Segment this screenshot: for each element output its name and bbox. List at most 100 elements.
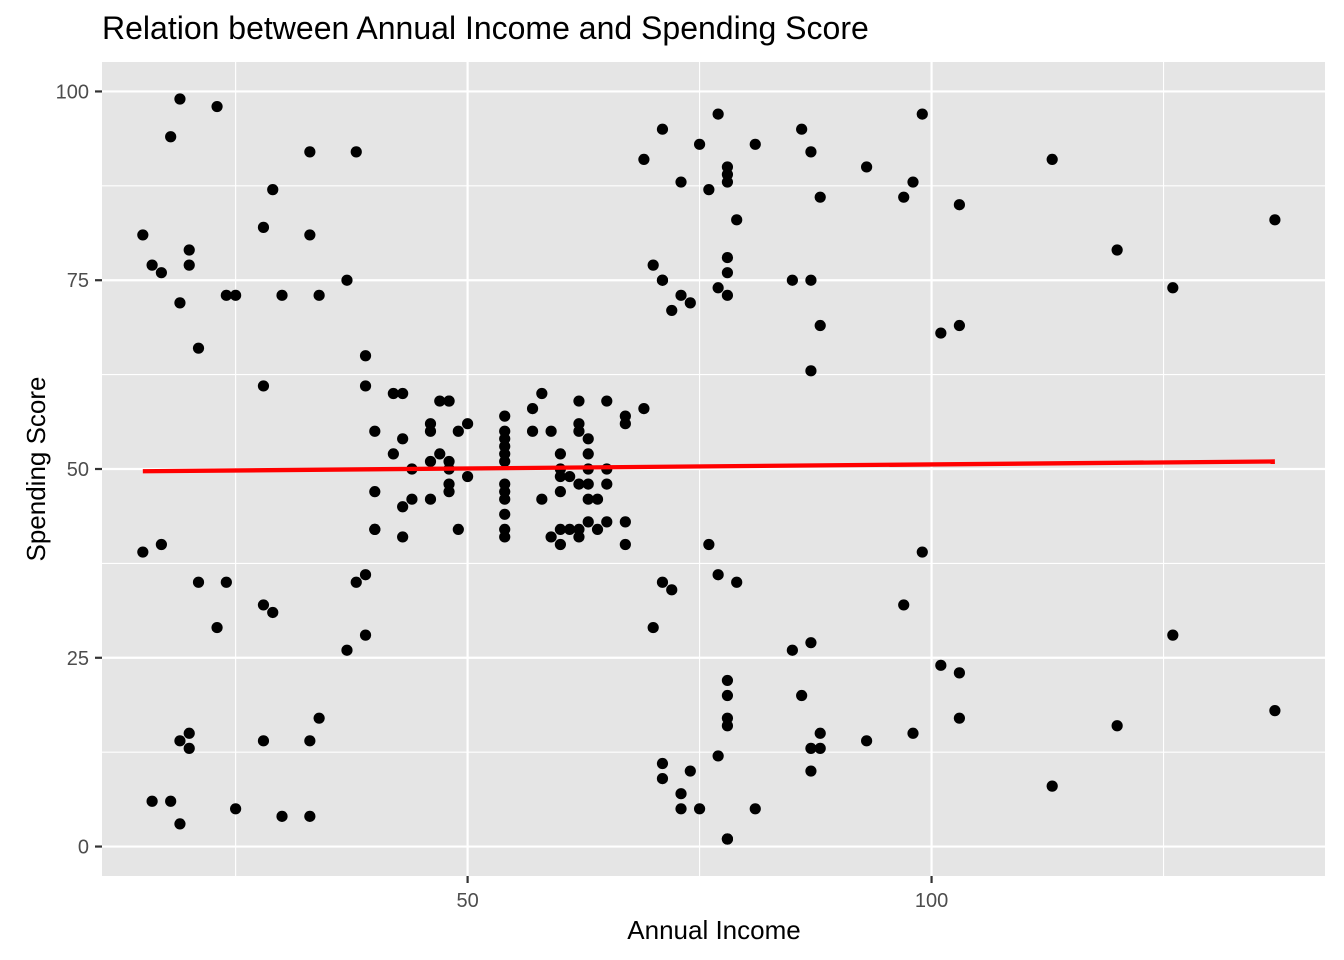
data-point xyxy=(174,818,186,830)
data-point xyxy=(192,342,205,354)
x-axis: 50 100 xyxy=(456,876,948,912)
data-point xyxy=(638,153,650,166)
data-point xyxy=(341,274,353,286)
data-point xyxy=(499,478,511,490)
data-point xyxy=(703,538,715,551)
data-point xyxy=(257,735,270,747)
data-point xyxy=(582,448,594,460)
data-point xyxy=(267,606,279,619)
data-point xyxy=(359,569,372,581)
data-point xyxy=(350,146,362,158)
data-point xyxy=(666,304,678,317)
data-point xyxy=(165,131,177,143)
data-point xyxy=(647,259,659,271)
data-point xyxy=(953,712,965,724)
x-tick-label: 100 xyxy=(915,890,948,912)
data-point xyxy=(1269,214,1281,226)
data-point xyxy=(359,350,372,362)
data-point xyxy=(786,274,798,286)
chart-title: Relation between Annual Income and Spend… xyxy=(102,10,869,46)
y-tick-label: 75 xyxy=(67,270,89,292)
data-point xyxy=(424,455,437,468)
data-point xyxy=(796,123,808,135)
data-point xyxy=(814,742,826,754)
data-point xyxy=(1111,720,1123,732)
data-point xyxy=(861,161,873,173)
data-point xyxy=(304,146,316,158)
data-point xyxy=(183,244,195,256)
data-points xyxy=(137,93,1281,845)
data-point xyxy=(230,289,242,301)
data-point xyxy=(369,425,381,437)
data-point xyxy=(582,478,594,490)
data-point xyxy=(137,229,149,241)
data-point xyxy=(462,418,474,430)
data-point xyxy=(712,282,724,294)
data-point xyxy=(155,538,167,551)
data-point xyxy=(183,259,195,271)
data-point xyxy=(675,176,687,188)
data-point xyxy=(675,289,687,301)
data-point xyxy=(424,493,437,505)
data-point xyxy=(564,470,576,483)
data-point xyxy=(656,123,669,135)
data-point xyxy=(953,319,965,332)
data-point xyxy=(536,387,548,400)
data-point xyxy=(638,402,650,415)
data-point xyxy=(712,569,724,581)
data-point xyxy=(721,289,734,301)
data-point xyxy=(452,523,464,536)
data-point xyxy=(814,319,826,332)
data-point xyxy=(554,538,566,551)
data-point xyxy=(499,455,511,468)
data-point xyxy=(573,523,585,536)
data-point xyxy=(684,765,696,777)
data-point xyxy=(499,425,511,437)
data-point xyxy=(675,803,687,815)
data-point xyxy=(1167,629,1179,641)
data-point xyxy=(230,803,242,815)
data-point xyxy=(452,425,464,437)
data-point xyxy=(1046,780,1058,792)
data-point xyxy=(397,531,409,543)
data-point xyxy=(526,402,539,415)
data-point xyxy=(183,742,195,754)
data-point xyxy=(953,199,965,211)
data-point xyxy=(712,108,724,120)
data-point xyxy=(211,100,223,113)
data-point xyxy=(192,576,205,588)
trend-line xyxy=(142,459,1275,474)
data-point xyxy=(174,735,186,747)
data-point xyxy=(619,516,631,528)
data-point xyxy=(146,259,158,271)
data-point xyxy=(1111,244,1123,256)
data-point xyxy=(786,644,798,656)
data-point xyxy=(805,637,817,649)
data-point xyxy=(749,803,761,815)
data-point xyxy=(656,274,669,286)
data-point xyxy=(406,493,418,505)
data-point xyxy=(721,674,734,687)
data-point xyxy=(656,576,669,588)
data-point xyxy=(434,448,446,460)
data-point xyxy=(582,516,594,528)
data-point xyxy=(165,795,177,807)
data-point xyxy=(916,108,928,120)
data-point xyxy=(721,689,734,702)
data-point xyxy=(369,523,381,536)
data-point xyxy=(591,523,604,536)
data-point xyxy=(805,146,817,158)
data-point xyxy=(1269,705,1281,717)
data-point xyxy=(907,727,919,739)
data-point xyxy=(276,810,288,822)
data-point xyxy=(359,380,372,392)
y-tick-label: 50 xyxy=(67,459,89,481)
data-point xyxy=(499,531,511,543)
data-point xyxy=(582,433,594,445)
data-point xyxy=(721,267,734,279)
data-point xyxy=(601,395,613,407)
data-point xyxy=(693,803,706,815)
data-point xyxy=(582,493,594,505)
